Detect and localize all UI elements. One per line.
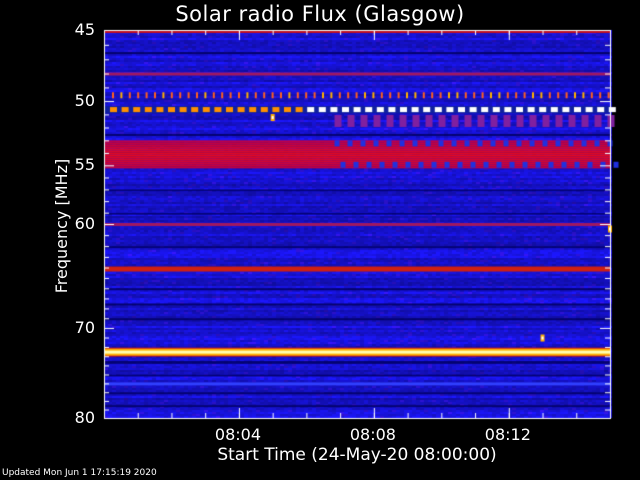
updated-timestamp: Updated Mon Jun 1 17:15:19 2020 — [2, 468, 157, 478]
x-tick-0812: 08:12 — [484, 425, 531, 444]
y-tick-80: 80 — [74, 408, 95, 427]
chart-title: Solar radio Flux (Glasgow) — [175, 2, 465, 26]
y-tick-45: 45 — [74, 20, 95, 39]
y-tick-60: 60 — [74, 214, 95, 233]
y-tick-55: 55 — [74, 155, 95, 175]
y-tick-50: 50 — [74, 91, 95, 111]
x-tick-0808: 08:08 — [349, 425, 396, 444]
x-axis-label: Start Time (24-May-20 08:00:00) — [217, 445, 497, 465]
y-axis-label: Frequency [MHz] — [52, 158, 71, 294]
x-tick-0804: 08:04 — [214, 425, 262, 444]
y-tick-70: 70 — [74, 317, 95, 337]
